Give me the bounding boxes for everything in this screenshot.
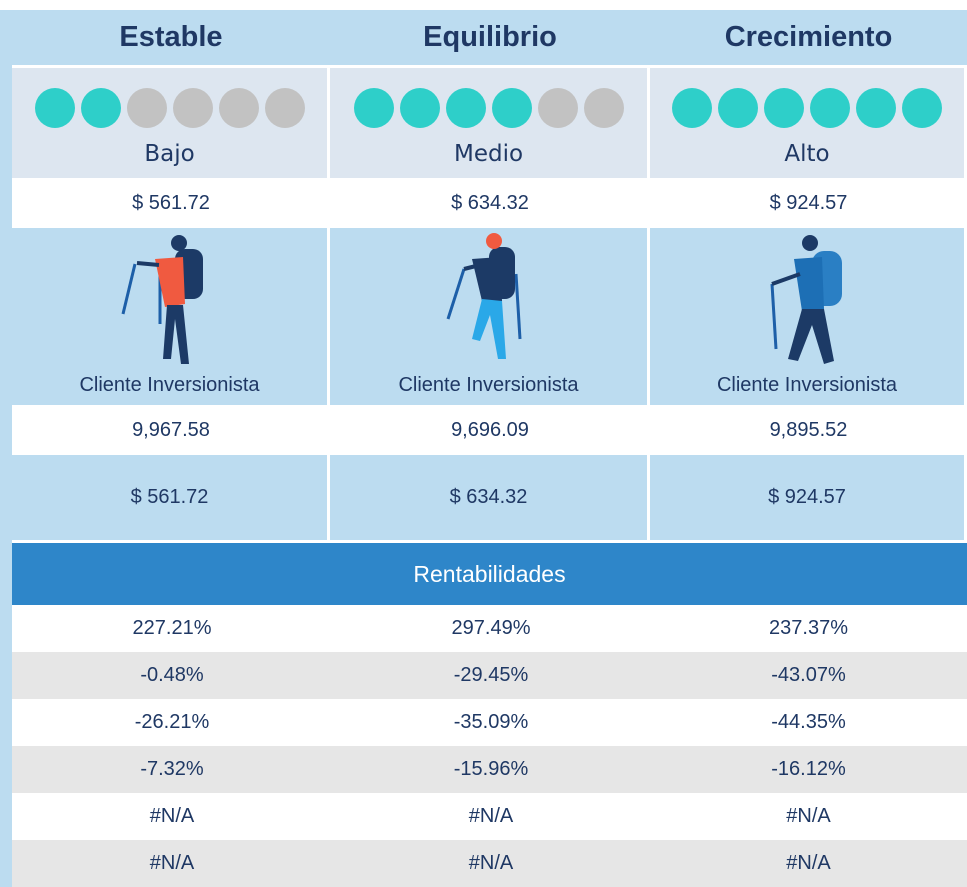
- risk-dots: [32, 88, 308, 133]
- risk-label: Bajo: [144, 141, 195, 167]
- return-value: -15.96%: [330, 746, 652, 793]
- units: 9,696.09: [451, 418, 529, 441]
- client-cell: Cliente Inversionista: [650, 228, 967, 405]
- risk-dots: [669, 88, 945, 133]
- return-value: -35.09%: [453, 711, 529, 733]
- risk-dot: [353, 88, 394, 128]
- risk-dot: [764, 88, 804, 128]
- client-label: Cliente Inversionista: [79, 374, 260, 396]
- risk-dot: [718, 88, 758, 128]
- return-value: #N/A: [12, 840, 332, 887]
- risk-cell: Bajo: [12, 65, 330, 178]
- client-cell: Cliente Inversionista: [12, 228, 330, 405]
- risk-dot: [172, 88, 213, 128]
- risk-dot: [218, 88, 259, 128]
- column-header: Equilibrio: [330, 10, 650, 65]
- risk-label: Alto: [784, 141, 830, 167]
- return-value: #N/A: [786, 805, 831, 827]
- column-header: Crecimiento: [650, 10, 967, 65]
- risk-dot: [810, 88, 850, 128]
- risk-dot: [537, 88, 578, 128]
- units: 9,895.52: [769, 418, 848, 441]
- left-strip: [0, 10, 12, 887]
- risk-dot: [445, 88, 486, 128]
- price: $ 634.32: [451, 191, 529, 214]
- return-value: -7.32%: [12, 746, 332, 793]
- return-value: -26.21%: [134, 711, 210, 733]
- risk-dot: [491, 88, 532, 128]
- risk-dots: [351, 88, 627, 133]
- return-value: #N/A: [330, 840, 652, 887]
- return-value: 297.49%: [451, 617, 531, 639]
- value: $ 924.57: [650, 455, 967, 540]
- return-value: -43.07%: [650, 652, 967, 699]
- return-value: -29.45%: [330, 652, 652, 699]
- value: $ 561.72: [12, 455, 330, 540]
- risk-label: Medio: [453, 141, 524, 167]
- client-label: Cliente Inversionista: [716, 374, 898, 396]
- risk-dot: [34, 88, 75, 128]
- risk-dot: [399, 88, 440, 128]
- price: $ 924.57: [769, 191, 848, 214]
- return-value: -16.12%: [650, 746, 967, 793]
- client-cell: Cliente Inversionista: [330, 228, 650, 405]
- value: $ 634.32: [330, 455, 650, 540]
- hiker-illustration: [115, 229, 225, 374]
- column-header: Estable: [12, 10, 330, 65]
- section-header: Rentabilidades: [12, 543, 967, 605]
- risk-dot: [264, 88, 305, 128]
- price: $ 561.72: [132, 191, 210, 214]
- risk-cell: Alto: [650, 65, 967, 178]
- units: 9,967.58: [132, 418, 210, 441]
- risk-dot: [126, 88, 167, 128]
- hiker-illustration: [434, 229, 544, 374]
- return-value: -0.48%: [12, 652, 332, 699]
- return-value: 237.37%: [769, 617, 848, 639]
- risk-dot: [80, 88, 121, 128]
- risk-dot: [583, 88, 624, 128]
- return-value: #N/A: [468, 805, 514, 827]
- return-value: 227.21%: [132, 617, 212, 639]
- client-label: Cliente Inversionista: [398, 374, 579, 396]
- risk-cell: Medio: [330, 65, 650, 178]
- return-value: #N/A: [149, 805, 195, 827]
- risk-dot: [902, 88, 942, 128]
- risk-dot: [672, 88, 712, 128]
- return-value: -44.35%: [771, 711, 846, 733]
- hiker-illustration: [752, 229, 862, 374]
- return-value: #N/A: [650, 840, 967, 887]
- risk-dot: [856, 88, 896, 128]
